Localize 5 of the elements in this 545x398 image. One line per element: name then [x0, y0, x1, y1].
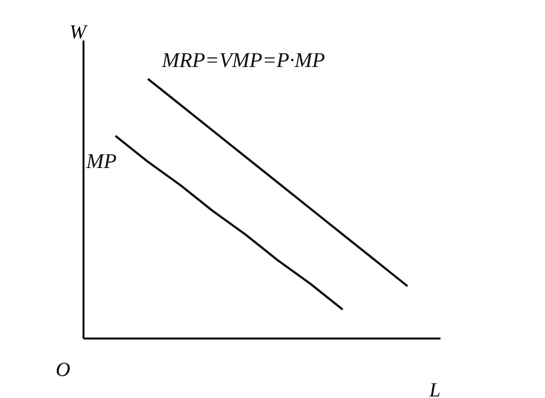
x-axis-title: L: [428, 380, 440, 398]
y-axis-title: W: [70, 22, 88, 44]
series-label: MP: [85, 148, 117, 173]
series-label: MRP=VMP=P·MP: [160, 48, 326, 72]
text: O: [56, 359, 70, 381]
